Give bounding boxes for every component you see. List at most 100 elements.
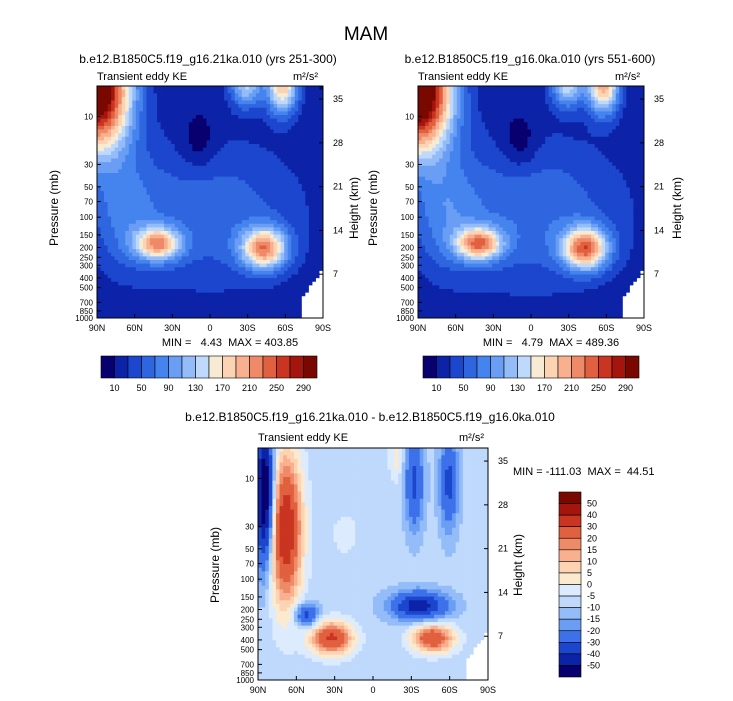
contour-cell bbox=[104, 89, 108, 94]
contour-cell bbox=[231, 173, 236, 178]
contour-cell bbox=[188, 249, 193, 254]
contour-cell bbox=[291, 136, 296, 141]
contour-cell bbox=[259, 231, 264, 236]
contour-cell bbox=[157, 129, 161, 134]
contour-cell bbox=[255, 191, 260, 196]
contour-cell bbox=[425, 100, 429, 105]
contour-cell bbox=[146, 216, 151, 221]
contour-cell bbox=[224, 299, 229, 304]
contour-cell bbox=[312, 133, 317, 138]
contour-cell bbox=[142, 220, 147, 225]
contour-cell bbox=[146, 296, 151, 301]
contour-cell bbox=[238, 198, 243, 203]
contour-cell bbox=[199, 89, 204, 94]
contour-cell bbox=[291, 191, 296, 196]
contour-cell bbox=[280, 96, 285, 101]
contour-cell bbox=[460, 122, 465, 127]
contour-cell bbox=[308, 169, 313, 174]
contour-cell bbox=[185, 125, 190, 130]
contour-cell bbox=[217, 169, 221, 174]
contour-cell bbox=[266, 147, 271, 152]
contour-cell bbox=[255, 136, 260, 141]
contour-cell bbox=[160, 154, 165, 159]
contour-cell bbox=[474, 118, 479, 123]
contour-cell bbox=[185, 162, 190, 167]
contour-cell bbox=[153, 270, 158, 275]
contour-cell bbox=[125, 151, 130, 156]
contour-cell bbox=[202, 278, 207, 283]
contour-cell bbox=[217, 231, 221, 236]
contour-cell bbox=[315, 274, 320, 279]
contour-cell bbox=[284, 115, 289, 120]
contour-cell bbox=[481, 86, 486, 91]
contour-cell bbox=[227, 89, 232, 94]
contour-cell bbox=[210, 129, 214, 134]
contour-cell bbox=[266, 173, 271, 178]
contour-cell bbox=[615, 111, 620, 116]
contour-cell bbox=[312, 267, 317, 272]
contour-cell bbox=[446, 86, 451, 91]
contour-cell bbox=[583, 104, 588, 109]
contour-cell bbox=[287, 267, 292, 272]
contour-cell bbox=[315, 96, 320, 101]
contour-cell bbox=[210, 249, 214, 254]
contour-cell bbox=[301, 125, 306, 130]
contour-cell bbox=[531, 96, 535, 101]
contour-cell bbox=[277, 299, 282, 304]
contour-cell bbox=[594, 125, 599, 130]
contour-cell bbox=[210, 158, 214, 163]
contour-cell bbox=[231, 154, 236, 159]
contour-cell bbox=[516, 89, 521, 94]
contour-cell bbox=[319, 158, 324, 163]
contour-cell bbox=[248, 169, 253, 174]
contour-cell bbox=[266, 285, 271, 290]
contour-cell bbox=[615, 122, 620, 127]
contour-cell bbox=[100, 180, 105, 185]
contour-cell bbox=[516, 96, 521, 101]
contour-cell bbox=[259, 267, 264, 272]
contour-cell bbox=[488, 96, 493, 101]
contour-cell bbox=[245, 147, 250, 152]
contour-cell bbox=[545, 100, 550, 105]
contour-cell bbox=[181, 281, 186, 286]
contour-cell bbox=[149, 96, 154, 101]
contour-cell bbox=[298, 278, 303, 283]
contour-cell bbox=[312, 205, 317, 210]
contour-cell bbox=[319, 104, 324, 109]
contour-cell bbox=[277, 289, 282, 294]
contour-cell bbox=[181, 314, 186, 319]
contour-cell bbox=[139, 104, 144, 109]
contour-cell bbox=[188, 296, 193, 301]
contour-cell bbox=[291, 270, 296, 275]
contour-cell bbox=[255, 256, 260, 261]
contour-cell bbox=[199, 129, 204, 134]
contour-cell bbox=[185, 202, 190, 207]
contour-cell bbox=[206, 289, 211, 294]
contour-cell bbox=[559, 118, 564, 123]
contour-cell bbox=[227, 234, 232, 239]
contour-cell bbox=[245, 209, 250, 214]
contour-cell bbox=[195, 122, 200, 127]
contour-cell bbox=[171, 133, 176, 138]
contour-cell bbox=[167, 270, 172, 275]
contour-cell bbox=[298, 256, 303, 261]
contour-cell bbox=[545, 89, 550, 94]
contour-cell bbox=[319, 241, 324, 246]
contour-cell bbox=[135, 140, 140, 145]
contour-cell bbox=[273, 281, 278, 286]
contour-cell bbox=[531, 122, 535, 127]
contour-cell bbox=[308, 205, 313, 210]
contour-cell bbox=[248, 231, 253, 236]
contour-cell bbox=[202, 183, 207, 188]
contour-cell bbox=[241, 205, 246, 210]
contour-cell bbox=[188, 231, 193, 236]
contour-cell bbox=[111, 151, 116, 156]
contour-cell bbox=[234, 234, 239, 239]
contour-cell bbox=[111, 209, 116, 214]
contour-cell bbox=[128, 162, 133, 167]
contour-cell bbox=[287, 176, 292, 181]
contour-cell bbox=[301, 191, 306, 196]
contour-cell bbox=[583, 86, 588, 91]
contour-cell bbox=[259, 227, 264, 232]
contour-cell bbox=[626, 111, 631, 116]
